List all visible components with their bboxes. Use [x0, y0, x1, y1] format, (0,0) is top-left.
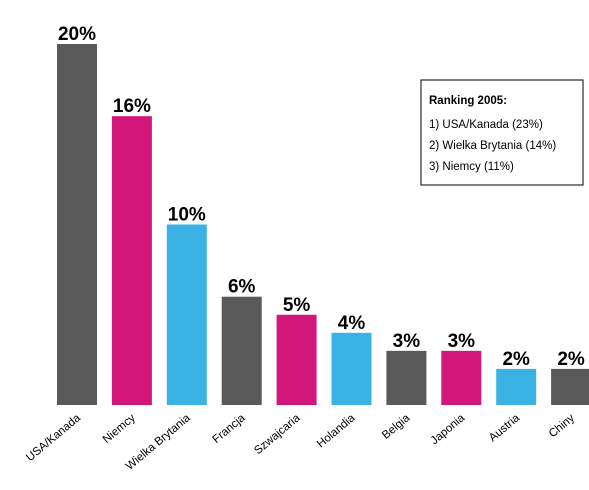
value-label: 2% — [557, 349, 585, 370]
x-tick-label: Austria — [487, 412, 523, 445]
value-label: 3% — [448, 331, 476, 352]
bar — [221, 296, 262, 405]
bar — [496, 368, 537, 405]
bar — [276, 314, 317, 405]
x-tick-label: Niemcy — [101, 412, 138, 446]
x-tick-label: Japonia — [429, 412, 468, 447]
annotation-line: 3) Niemcy (11%) — [429, 161, 514, 173]
bar — [441, 350, 482, 405]
annotation-box — [420, 79, 584, 186]
annotation-line: 1) USA/Kanada (23%) — [429, 119, 543, 131]
value-label: 3% — [393, 331, 421, 352]
x-tick-label: Holandia — [315, 412, 358, 451]
x-tick-label: USA/Kanada — [24, 412, 83, 464]
x-tick-label: Belgia — [380, 412, 413, 442]
bar — [386, 350, 427, 405]
annotation-title: Ranking 2005: — [429, 95, 507, 107]
x-tick-label: Szwajcaria — [252, 412, 303, 457]
value-label: 4% — [338, 313, 366, 334]
bar — [331, 332, 372, 405]
value-label: 6% — [228, 277, 256, 298]
value-label: 5% — [283, 295, 311, 316]
value-label: 20% — [58, 24, 96, 45]
bar — [57, 44, 97, 405]
bar — [551, 368, 589, 405]
bar — [111, 116, 152, 405]
bar — [166, 224, 207, 405]
x-tick-label: Francja — [211, 412, 249, 446]
x-tick-label: Chiny — [547, 412, 577, 440]
annotation-line: 2) Wielka Brytania (14%) — [429, 140, 556, 152]
value-label: 2% — [502, 349, 530, 370]
value-label: 16% — [113, 96, 151, 117]
value-label: 10% — [168, 205, 206, 226]
